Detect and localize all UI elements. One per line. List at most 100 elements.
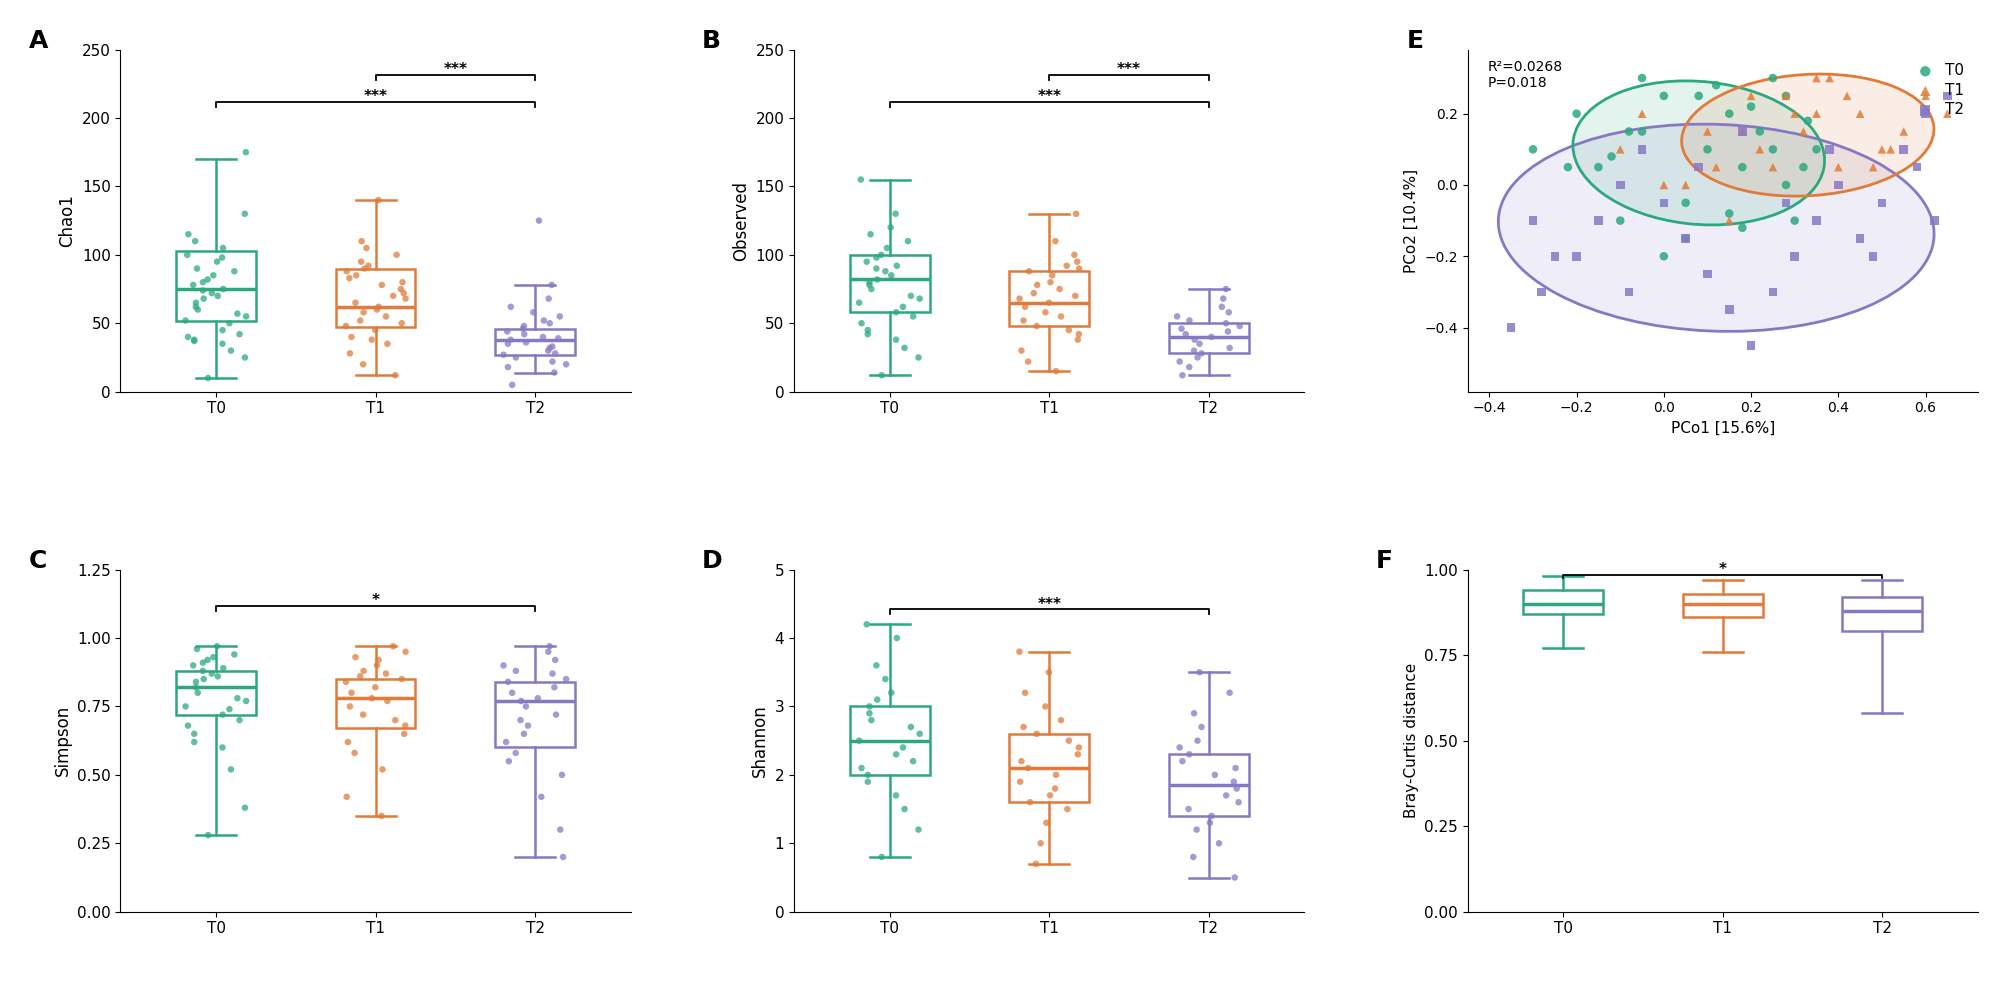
Y-axis label: Shannon: Shannon [751,705,769,777]
Point [859,261,891,276]
Point [1004,644,1036,660]
Point [1212,685,1244,701]
Point [181,261,213,276]
Point [546,849,578,865]
Point [213,702,245,717]
PathPatch shape [1523,590,1602,614]
Point [504,713,536,728]
Point [1062,739,1094,755]
T0 [1734,99,1766,115]
PathPatch shape [849,707,929,775]
Point [1062,326,1094,342]
Point [845,171,877,187]
Point [1162,354,1194,370]
Point [347,707,379,722]
Point [365,761,397,777]
Point [361,192,393,208]
Point [895,719,927,735]
Point [538,346,570,362]
Point [843,294,875,310]
Point [1172,746,1204,762]
T1 [1786,124,1818,140]
Point [1210,315,1242,331]
T0 [1604,213,1636,229]
Point [869,264,901,279]
Point [347,304,379,320]
T0 [1700,77,1732,93]
Point [363,652,395,668]
Point [207,250,239,266]
Point [1176,849,1208,865]
Point [333,699,365,715]
Point [1212,323,1244,339]
Point [887,739,919,755]
Point [1036,268,1068,283]
T2 [1612,284,1644,300]
Point [1020,725,1052,741]
Point [231,693,263,709]
Point [215,343,247,359]
Point [347,663,379,679]
Point [173,329,205,345]
Point [851,616,883,632]
Point [389,290,421,306]
Text: ***: *** [1116,62,1140,77]
Point [1044,308,1076,324]
Point [179,333,211,349]
T0 [1712,106,1744,122]
Point [536,339,568,355]
Ellipse shape [1571,81,1824,225]
Point [223,713,255,728]
T1 [1909,88,1941,104]
Point [1194,808,1226,824]
Point [333,271,365,286]
PathPatch shape [1168,754,1248,816]
T2 [1726,124,1758,140]
Point [329,674,361,690]
Point [187,663,219,679]
T2 [1756,284,1788,300]
Point [1212,340,1244,356]
Point [1218,760,1250,776]
Point [1004,290,1036,306]
T0 [1559,106,1592,122]
Point [879,746,911,762]
Point [207,707,239,722]
Point [1024,835,1056,851]
Point [379,368,411,384]
Point [187,655,219,671]
Point [518,304,550,320]
T0 [1726,220,1758,236]
Point [865,368,897,384]
Point [361,301,393,317]
T0 [1682,88,1714,104]
T2 [1931,88,1963,104]
PathPatch shape [1682,594,1762,617]
Point [528,312,560,328]
T2 [1537,249,1569,265]
Text: B: B [702,29,721,54]
Text: E: E [1405,29,1423,54]
Point [895,288,927,304]
Point [387,725,419,741]
T1 [1778,106,1810,122]
Point [229,145,261,161]
T2 [1820,177,1852,193]
T2 [1842,231,1875,247]
T2 [1901,160,1933,175]
Point [183,685,215,701]
Point [544,822,576,837]
Legend: T0, T1, T2: T0, T1, T2 [1903,57,1969,124]
T1 [1931,106,1963,122]
T2 [1495,320,1527,336]
Point [201,668,233,684]
Point [536,666,568,682]
Point [1006,753,1038,769]
Point [494,299,526,315]
Point [901,822,933,837]
Point [353,258,385,274]
T0 [1626,70,1658,86]
Point [1178,343,1210,359]
Point [510,335,542,351]
Point [223,326,255,342]
